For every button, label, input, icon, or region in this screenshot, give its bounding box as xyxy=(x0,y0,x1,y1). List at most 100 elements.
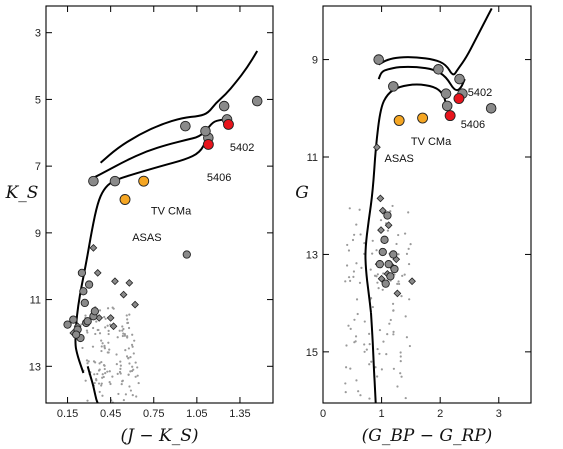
field-star-dot xyxy=(119,367,122,370)
field-star-dot xyxy=(407,247,410,250)
field-star-dot xyxy=(363,320,366,323)
field-star-dot xyxy=(124,348,127,352)
field-star-dot xyxy=(127,326,131,330)
field-star-dot xyxy=(130,343,134,346)
cluster-star-circle xyxy=(380,235,389,244)
field-star-dot xyxy=(134,375,137,378)
field-star-dot xyxy=(87,360,90,363)
plot-area xyxy=(63,50,263,403)
isochrone-line xyxy=(86,366,99,403)
x-tick-label: 1.05 xyxy=(186,408,207,420)
cluster-star-circle xyxy=(200,125,211,137)
y-tick-label: 11 xyxy=(307,152,318,164)
field-star-dot xyxy=(97,369,101,372)
field-star-dot xyxy=(377,287,380,290)
field-star-dot xyxy=(93,381,96,385)
field-star-dot xyxy=(357,390,360,393)
field-star-dot xyxy=(392,330,395,333)
diamond-marker xyxy=(119,290,128,299)
field-star-dot xyxy=(127,357,130,360)
diamond-marker xyxy=(384,221,393,230)
cluster-star-circle xyxy=(79,287,88,296)
field-star-dot xyxy=(347,324,350,327)
field-star-dot xyxy=(101,373,104,376)
field-star-dot xyxy=(121,325,124,328)
field-star-dot xyxy=(344,382,347,385)
field-star-dot xyxy=(396,385,399,388)
field-star-dot xyxy=(131,333,134,336)
y-tick-label: 13 xyxy=(306,249,318,261)
field-star-dot xyxy=(124,393,127,396)
diamond-marker xyxy=(376,194,385,203)
field-star-dot xyxy=(363,343,366,346)
y-tick-label: 15 xyxy=(306,347,318,359)
field-star-dot xyxy=(374,366,377,369)
field-star-dot xyxy=(388,322,391,325)
field-star-dot xyxy=(371,252,374,255)
field-star-dot xyxy=(106,370,109,373)
field-star-dot xyxy=(91,345,95,348)
field-star-dot xyxy=(95,379,98,382)
field-star-dot xyxy=(408,298,411,301)
cluster-star-circle xyxy=(63,320,72,329)
diamond-marker xyxy=(393,289,402,298)
field-star-dot xyxy=(103,347,107,350)
cluster-star-circle xyxy=(381,279,390,288)
field-star-dot xyxy=(130,369,134,373)
y-tick-label: 13 xyxy=(29,361,41,373)
field-star-dot xyxy=(126,336,129,339)
field-star-dot xyxy=(115,363,118,366)
left-panel: 5402 5406 TV CMa ASAS 0.15 0.45 0.75 1.05 1.35 3 5… xyxy=(5,5,274,446)
field-star-dot xyxy=(108,348,111,351)
field-star-dot xyxy=(127,347,130,350)
field-star-dot xyxy=(118,329,121,332)
field-star-dot xyxy=(97,328,100,332)
field-star-dot xyxy=(380,368,383,371)
cluster-star-circle xyxy=(454,73,465,85)
field-star-dot xyxy=(101,342,104,345)
field-star-dot xyxy=(397,233,400,237)
field-star-dot xyxy=(92,360,96,363)
isochrone-line xyxy=(377,65,466,92)
field-star-dot xyxy=(103,344,106,347)
x-tick-label: 1.35 xyxy=(229,408,250,420)
field-star-dot xyxy=(386,229,390,232)
field-star-dot xyxy=(100,339,103,342)
field-star-dot xyxy=(344,280,347,283)
plot-frame xyxy=(322,5,532,404)
cluster-star-circle xyxy=(180,120,191,132)
y-tick-label: 9 xyxy=(312,55,318,67)
cluster-star-circle xyxy=(433,64,444,75)
field-star-dot xyxy=(117,392,120,396)
x-tick-label: 0.45 xyxy=(100,408,121,420)
field-star-dot xyxy=(405,336,409,339)
annotation-label: ASAS xyxy=(385,153,414,165)
field-star-dot xyxy=(95,320,98,323)
cluster-star-circle xyxy=(378,247,387,257)
field-star-dot xyxy=(407,211,410,214)
cluster-star-circle xyxy=(251,95,263,107)
field-star-dot xyxy=(363,350,366,353)
field-star-dot xyxy=(132,352,135,355)
field-star-dot xyxy=(109,382,112,386)
field-star-dot xyxy=(347,276,351,279)
field-star-dot xyxy=(93,373,96,376)
field-star-dot xyxy=(355,298,359,301)
field-star-dot xyxy=(404,315,407,318)
field-star-dot xyxy=(116,372,119,375)
field-star-dot xyxy=(122,398,125,402)
field-star-dot xyxy=(104,372,107,375)
field-star-dot xyxy=(356,312,359,316)
field-star-dot xyxy=(400,375,403,378)
x-tick-label: 0.15 xyxy=(57,408,78,420)
field-star-dot xyxy=(103,315,106,319)
field-star-dot xyxy=(98,390,101,394)
red-star-marker xyxy=(223,118,234,130)
cluster-star-circle xyxy=(84,280,94,289)
field-star-dot xyxy=(100,384,103,387)
field-star-dot xyxy=(381,288,384,291)
annotation-label: ASAS xyxy=(132,232,161,244)
cluster-star-circle xyxy=(384,260,393,269)
field-star-dot xyxy=(344,390,347,394)
